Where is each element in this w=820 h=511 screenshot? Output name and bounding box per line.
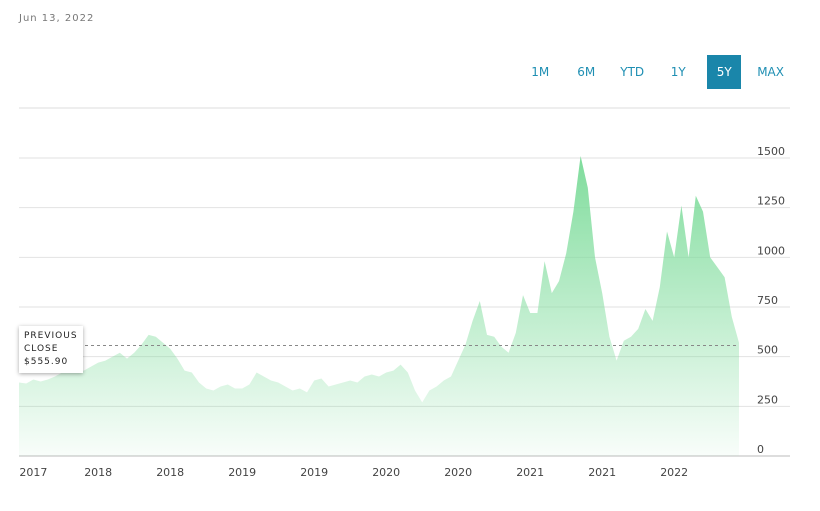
range-button[interactable]: YTD	[620, 65, 645, 79]
area	[19, 156, 739, 456]
previous-close-label: PREVIOUS CLOSE $555.90	[19, 326, 83, 373]
x-tick-label: 2017	[19, 466, 47, 479]
reference-label: PREVIOUS CLOSE	[24, 331, 78, 354]
range-button[interactable]: MAX	[757, 65, 784, 79]
x-tick-label: 2021	[588, 466, 616, 479]
range-button[interactable]: 5Y	[707, 55, 742, 89]
x-tick-label: 2018	[84, 466, 112, 479]
range-button[interactable]: 6M	[577, 65, 596, 79]
y-tick-label: 500	[757, 344, 778, 357]
y-tick-label: 1250	[757, 195, 785, 208]
range-buttons: 1M 6M YTD 1Y 5Y MAX	[517, 55, 788, 89]
y-tick-label: 1500	[757, 145, 785, 158]
y-tick-label: 750	[757, 294, 778, 307]
date: Jun 13, 2022	[19, 13, 95, 24]
x-tick-label: 2019	[228, 466, 256, 479]
y-tick-label: 0	[757, 443, 764, 456]
y-tick-label: 1000	[757, 244, 785, 257]
x-tick-label: 2019	[300, 466, 328, 479]
reference-value: $555.90	[24, 357, 69, 367]
range-button[interactable]: 1M	[531, 65, 550, 79]
x-tick-label: 2020	[372, 466, 400, 479]
y-tick-label: 250	[757, 393, 778, 406]
x-tick-label: 2020	[444, 466, 472, 479]
range-button[interactable]: 1Y	[670, 65, 686, 79]
x-tick-label: 2018	[156, 466, 184, 479]
x-tick-label: 2022	[660, 466, 688, 479]
x-tick-label: 2021	[516, 466, 544, 479]
